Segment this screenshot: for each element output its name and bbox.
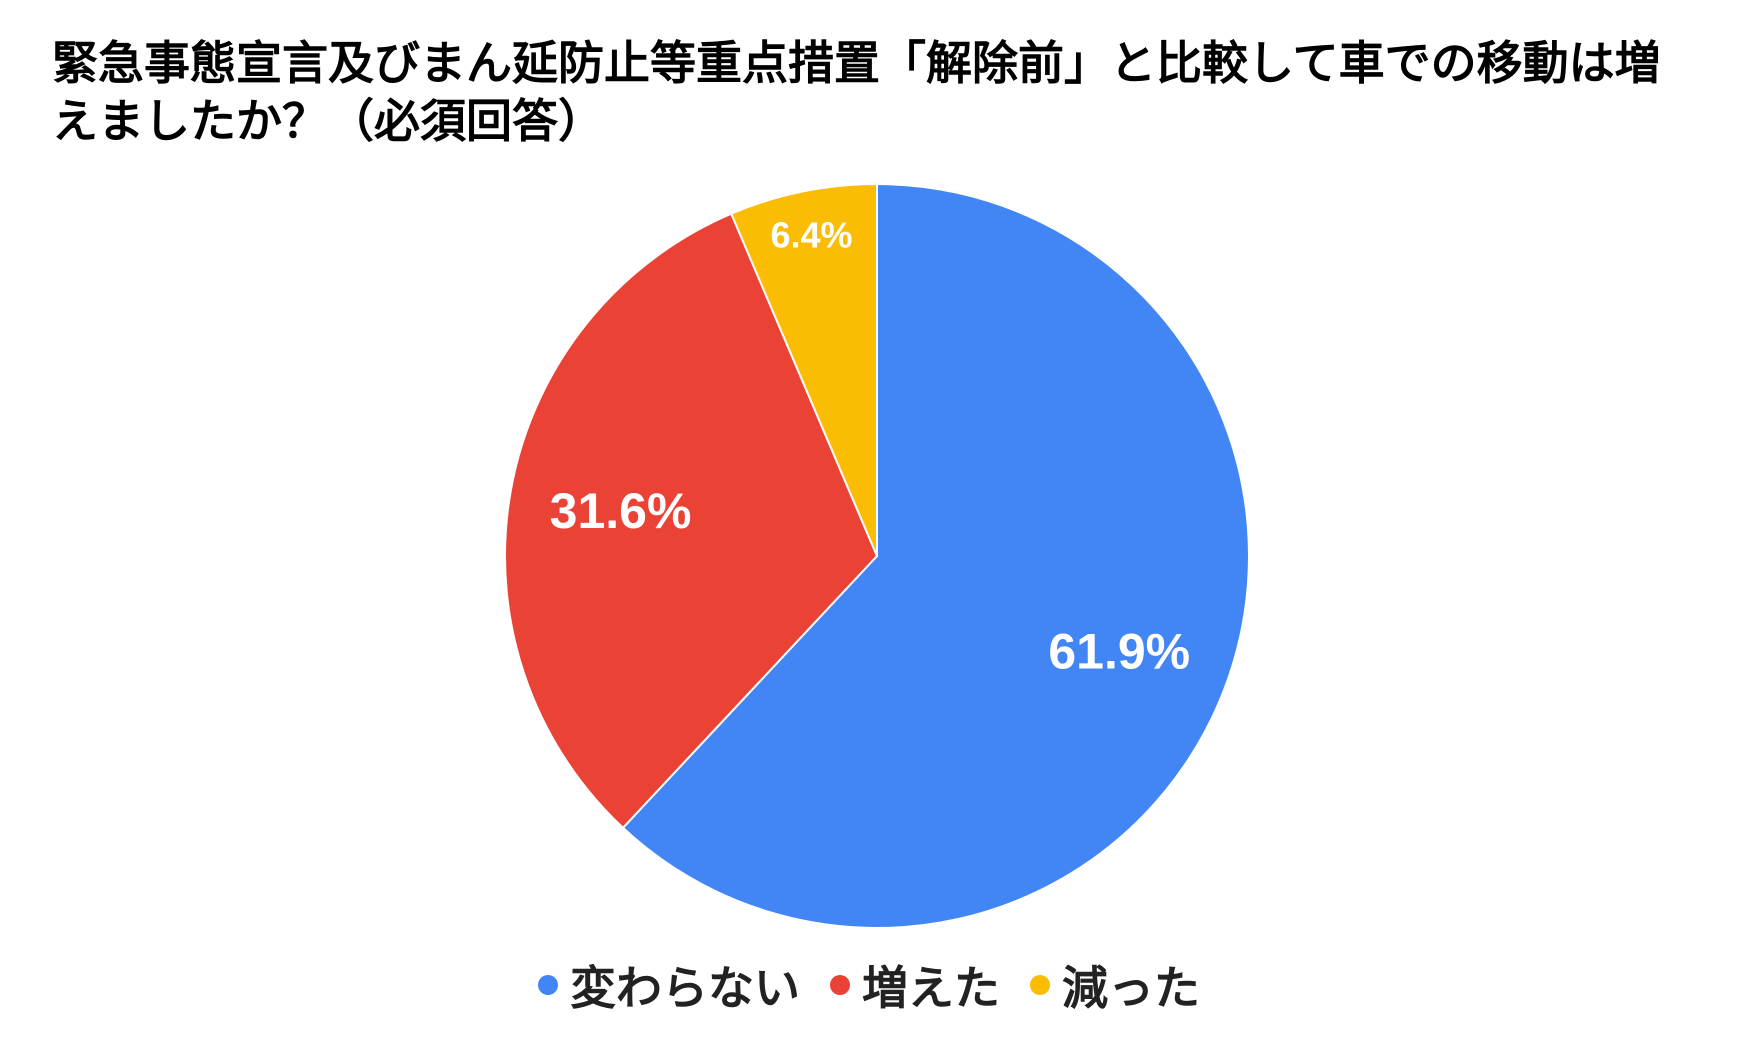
- legend-marker-unchanged: [538, 975, 558, 995]
- pie-label-decreased: 6.4%: [771, 215, 853, 256]
- legend-item-unchanged[interactable]: 変わらない: [538, 952, 800, 1018]
- legend-marker-increased: [830, 975, 850, 995]
- chart-title: 緊急事態宣言及びまん延防止等重点措置「解除前」と比較して車での移動は増えましたか…: [52, 36, 1661, 148]
- legend-item-decreased[interactable]: 減った: [1030, 952, 1200, 1018]
- legend-label-increased: 増えた: [862, 961, 1000, 1015]
- legend-label-unchanged: 変わらない: [570, 961, 800, 1015]
- pie-slice-increased[interactable]: [504, 212, 879, 830]
- pie-label-increased: 31.6%: [550, 483, 692, 539]
- pie-slice-decreased[interactable]: [729, 182, 878, 557]
- pie-label-unchanged: 61.9%: [1048, 624, 1190, 680]
- pie-slices: [504, 182, 1250, 929]
- pie-slice-labels: 61.9% 31.6% 6.4%: [550, 215, 1190, 680]
- legend-label-decreased: 減った: [1062, 961, 1200, 1015]
- pie-slice-unchanged[interactable]: [621, 182, 1250, 929]
- legend-marker-decreased: [1030, 975, 1050, 995]
- legend: 変わらない 増えた 減った: [0, 952, 1738, 1018]
- legend-item-increased[interactable]: 増えた: [830, 952, 1000, 1018]
